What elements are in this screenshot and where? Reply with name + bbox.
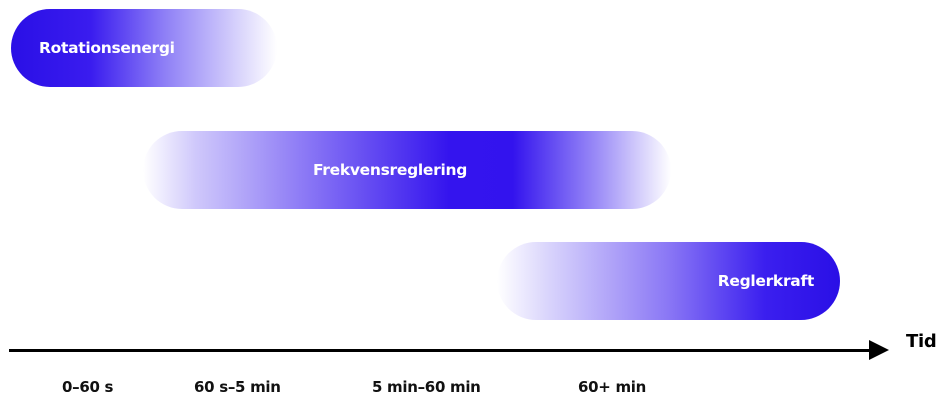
time-axis-line bbox=[9, 349, 873, 352]
bar-label-frekvensreglering: Frekvensreglering bbox=[312, 161, 467, 179]
bar-rotationsenergi: Rotationsenergi bbox=[11, 9, 277, 87]
tick-label-1: 60 s–5 min bbox=[194, 378, 281, 396]
tick-label-0: 0–60 s bbox=[62, 378, 114, 396]
arrow-right-icon bbox=[869, 340, 889, 360]
tick-label-3: 60+ min bbox=[578, 378, 647, 396]
time-axis-label: Tid bbox=[906, 331, 937, 352]
bar-label-rotationsenergi: Rotationsenergi bbox=[39, 39, 175, 57]
bar-label-reglerkraft: Reglerkraft bbox=[717, 272, 815, 290]
tick-label-2: 5 min–60 min bbox=[372, 378, 481, 396]
bar-frekvensreglering: Frekvensreglering bbox=[143, 131, 671, 209]
bar-reglerkraft: Reglerkraft bbox=[497, 242, 840, 320]
